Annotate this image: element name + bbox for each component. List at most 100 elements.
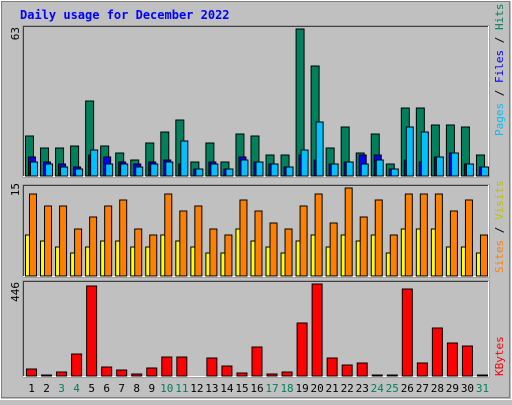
files-bar-day-16	[255, 161, 264, 177]
visits-bar-day-4	[74, 228, 83, 277]
visits-bar-day-26	[404, 193, 413, 277]
kbytes-bar-day-20	[311, 283, 323, 377]
legend-sep: /	[493, 220, 506, 240]
kbytes-bar-day-8	[131, 373, 143, 377]
visits-bar-day-28	[434, 193, 443, 277]
files-bar-day-18	[285, 166, 294, 177]
kbytes-bar-day-5	[86, 285, 98, 377]
files-bar-day-9	[150, 163, 159, 177]
visits-bar-day-13	[209, 228, 218, 277]
visits-bar-day-1	[29, 193, 37, 277]
legend-sites: Sites	[493, 240, 506, 273]
files-bar-day-5	[90, 149, 99, 177]
visits-bar-day-19	[299, 205, 308, 277]
kbytes-bar-day-17	[266, 373, 278, 377]
day-label-8: 8	[133, 382, 140, 395]
files-bar-day-12	[195, 168, 204, 177]
day-label-14: 14	[220, 382, 234, 395]
files-bar-day-28	[435, 156, 444, 177]
files-bar-day-2	[45, 163, 54, 177]
kbytes-bar-day-31	[476, 374, 488, 377]
files-bar-day-10	[165, 161, 174, 177]
files-bar-day-13	[210, 163, 219, 177]
visits-bar-day-25	[389, 234, 398, 277]
scale-label-hits: 63	[9, 27, 22, 40]
kbytes-bar-day-11	[176, 356, 188, 377]
files-bar-day-20	[315, 121, 324, 177]
files-bar-day-4	[75, 168, 84, 177]
chart-bars	[25, 28, 489, 377]
kbytes-bar-day-23	[356, 362, 368, 377]
kbytes-bar-day-28	[431, 327, 443, 377]
files-bar-day-24	[375, 159, 384, 177]
legend-sep: /	[493, 30, 506, 50]
visits-bar-day-5	[89, 216, 98, 277]
day-label-22: 22	[341, 382, 354, 395]
files-bar-day-23	[360, 163, 369, 177]
day-label-3: 3	[58, 382, 65, 395]
visits-bar-day-6	[104, 205, 113, 277]
files-bar-day-7	[120, 163, 129, 177]
kbytes-bar-day-6	[101, 366, 113, 377]
files-bar-day-21	[330, 163, 339, 177]
day-label-30: 30	[461, 382, 474, 395]
day-label-31: 31	[476, 382, 489, 395]
kbytes-bar-day-21	[326, 357, 338, 377]
day-label-18: 18	[280, 382, 293, 395]
legend-visits: Visits	[493, 180, 506, 220]
files-bar-day-3	[60, 166, 69, 177]
day-label-6: 6	[103, 382, 110, 395]
day-label-27: 27	[416, 382, 429, 395]
visits-bar-day-22	[344, 187, 353, 277]
visits-bar-day-29	[449, 210, 458, 277]
kbytes-bar-day-1	[26, 368, 37, 377]
kbytes-bar-day-29	[446, 342, 458, 377]
files-bar-day-26	[405, 126, 414, 177]
files-bar-day-6	[105, 163, 114, 177]
visits-bar-day-30	[464, 199, 473, 277]
files-bar-day-25	[390, 168, 399, 177]
legend-hits-files-pages: Pages / Files / Hits	[493, 4, 506, 137]
files-bar-day-27	[420, 131, 429, 177]
legend-hits: Hits	[493, 4, 506, 31]
files-bar-day-1	[30, 161, 38, 177]
files-bar-day-22	[345, 161, 354, 177]
files-bar-day-17	[270, 163, 279, 177]
day-label-7: 7	[118, 382, 125, 395]
day-label-28: 28	[431, 382, 444, 395]
day-label-13: 13	[205, 382, 218, 395]
day-label-4: 4	[73, 382, 80, 395]
files-bar-day-31	[480, 166, 489, 177]
visits-bar-day-20	[314, 193, 323, 277]
visits-bar-day-14	[224, 234, 233, 277]
kbytes-bar-day-10	[161, 356, 173, 377]
kbytes-bar-day-3	[56, 371, 68, 377]
day-label-12: 12	[190, 382, 203, 395]
kbytes-bar-day-19	[296, 322, 308, 377]
legend-sep: /	[493, 83, 506, 103]
day-label-16: 16	[250, 382, 263, 395]
visits-bar-day-23	[359, 216, 368, 277]
day-label-11: 11	[175, 382, 188, 395]
kbytes-bar-day-30	[461, 345, 473, 377]
files-bar-day-14	[225, 168, 234, 177]
day-label-17: 17	[265, 382, 278, 395]
day-label-25: 25	[386, 382, 399, 395]
visits-bar-day-18	[284, 228, 293, 277]
visits-bar-day-8	[134, 228, 143, 277]
day-label-15: 15	[235, 382, 248, 395]
day-label-19: 19	[295, 382, 308, 395]
visits-bar-day-15	[239, 199, 248, 277]
files-bar-day-15	[240, 159, 249, 177]
files-bar-day-19	[300, 149, 309, 177]
day-label-29: 29	[446, 382, 459, 395]
scale-label-kbytes: 446	[9, 282, 22, 302]
legend-kbytes: KBytes	[493, 336, 506, 376]
kbytes-bar-day-16	[251, 346, 263, 377]
day-label-20: 20	[311, 382, 324, 395]
day-label-23: 23	[356, 382, 369, 395]
day-label-2: 2	[43, 382, 50, 395]
